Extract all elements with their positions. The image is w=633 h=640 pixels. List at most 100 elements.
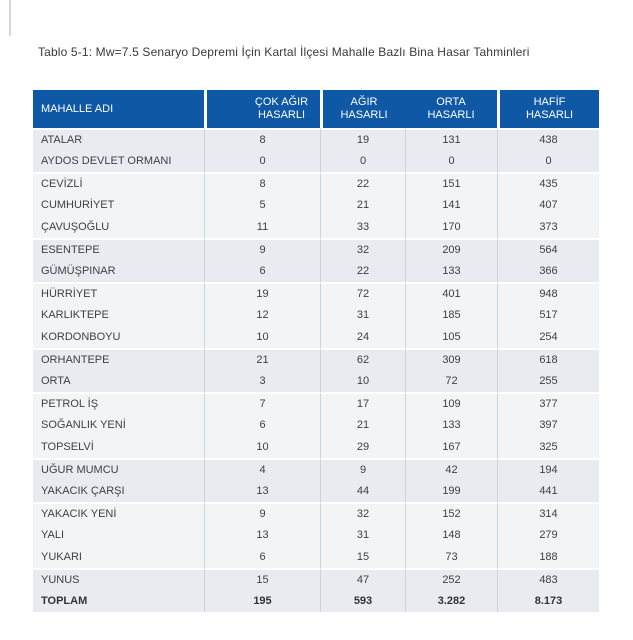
mahalle-name-cell: HÜRRİYET: [33, 282, 204, 304]
cok-agir-value-cell: 3: [204, 370, 320, 392]
orta-value-cell: 209: [405, 238, 497, 260]
column-header-hafif-hasarli: HAFİF HASARLI: [497, 90, 599, 128]
orta-value-cell: 73: [405, 546, 497, 568]
hafif-value-cell: 407: [497, 194, 599, 216]
orta-value-cell: 309: [405, 348, 497, 370]
cok-agir-value-cell: 8: [204, 128, 320, 150]
hafif-value-cell: 441: [497, 480, 599, 502]
mahalle-name-cell: ESENTEPE: [33, 238, 204, 260]
hafif-value-cell: 279: [497, 524, 599, 546]
cok-agir-value-cell: 21: [204, 348, 320, 370]
orta-value-cell: 199: [405, 480, 497, 502]
cok-agir-value-cell: 13: [204, 524, 320, 546]
agir-value-cell: 17: [320, 392, 405, 414]
column-header-orta-hasarli: ORTA HASARLI: [405, 90, 497, 128]
agir-value-cell: 10: [320, 370, 405, 392]
hafif-value-cell: 325: [497, 436, 599, 458]
mahalle-name-cell: KORDONBOYU: [33, 326, 204, 348]
mahalle-name-cell: ÇAVUŞOĞLU: [33, 216, 204, 238]
mahalle-name-cell: YUNUS: [33, 568, 204, 590]
hafif-value-cell: 255: [497, 370, 599, 392]
hafif-value-cell: 438: [497, 128, 599, 150]
mahalle-name-cell: ORTA: [33, 370, 204, 392]
cok-agir-value-cell: 13: [204, 480, 320, 502]
column-header-mahalle-adi: MAHALLE ADI: [33, 90, 204, 128]
hafif-value-cell: 373: [497, 216, 599, 238]
cok-agir-value-cell: 11: [204, 216, 320, 238]
orta-value-cell: 131: [405, 128, 497, 150]
orta-value-cell: 151: [405, 172, 497, 194]
cok-agir-value-cell: 10: [204, 326, 320, 348]
orta-value-cell: 252: [405, 568, 497, 590]
cok-agir-value-cell: 10: [204, 436, 320, 458]
agir-value-cell: 15: [320, 546, 405, 568]
orta-value-cell: 105: [405, 326, 497, 348]
mahalle-name-cell: KARLIKTEPE: [33, 304, 204, 326]
orta-value-cell: 167: [405, 436, 497, 458]
cok-agir-value-cell: 19: [204, 282, 320, 304]
hafif-value-cell: 188: [497, 546, 599, 568]
page-edge-artifact: [9, 0, 11, 36]
agir-value-cell: 21: [320, 194, 405, 216]
agir-value-cell: 47: [320, 568, 405, 590]
mahalle-name-cell: PETROL İŞ: [33, 392, 204, 414]
mahalle-name-cell: GÜMÜŞPINAR: [33, 260, 204, 282]
hafif-value-cell: 314: [497, 502, 599, 524]
agir-value-cell: 32: [320, 502, 405, 524]
agir-value-cell: 9: [320, 458, 405, 480]
hafif-value-cell: 435: [497, 172, 599, 194]
mahalle-name-cell: YAKACIK YENİ: [33, 502, 204, 524]
mahalle-name-cell: CEVİZLİ: [33, 172, 204, 194]
orta-value-cell: 141: [405, 194, 497, 216]
orta-value-cell: 170: [405, 216, 497, 238]
mahalle-name-cell: UĞUR MUMCU: [33, 458, 204, 480]
agir-value-cell: 19: [320, 128, 405, 150]
header-line: HASARLI: [257, 109, 306, 121]
cok-agir-value-cell: 15: [204, 568, 320, 590]
cok-agir-value-cell: 12: [204, 304, 320, 326]
agir-value-cell: 29: [320, 436, 405, 458]
hafif-value-cell: 618: [497, 348, 599, 370]
agir-value-cell: 33: [320, 216, 405, 238]
hafif-value-cell: 517: [497, 304, 599, 326]
orta-value-cell: 148: [405, 524, 497, 546]
mahalle-name-cell: ORHANTEPE: [33, 348, 204, 370]
orta-value-cell: 109: [405, 392, 497, 414]
agir-value-cell: 72: [320, 282, 405, 304]
orta-value-cell: 3.282: [405, 590, 497, 612]
mahalle-name-cell: ATALAR: [33, 128, 204, 150]
column-header-agir-hasarli: AĞIR HASARLI: [320, 90, 405, 128]
orta-value-cell: 0: [405, 150, 497, 172]
hafif-value-cell: 377: [497, 392, 599, 414]
mahalle-name-cell: TOPSELVİ: [33, 436, 204, 458]
cok-agir-value-cell: 6: [204, 546, 320, 568]
cok-agir-value-cell: 6: [204, 260, 320, 282]
hafif-value-cell: 397: [497, 414, 599, 436]
agir-value-cell: 0: [320, 150, 405, 172]
hafif-value-cell: 254: [497, 326, 599, 348]
agir-value-cell: 21: [320, 414, 405, 436]
orta-value-cell: 133: [405, 414, 497, 436]
agir-value-cell: 31: [320, 304, 405, 326]
cok-agir-value-cell: 195: [204, 590, 320, 612]
mahalle-name-cell: AYDOS DEVLET ORMANI: [33, 150, 204, 172]
hafif-value-cell: 0: [497, 150, 599, 172]
mahalle-name-cell: TOPLAM: [33, 590, 204, 612]
hafif-value-cell: 194: [497, 458, 599, 480]
cok-agir-value-cell: 0: [204, 150, 320, 172]
damage-table: MAHALLE ADI ÇOK AĞIR HASARLI AĞIR HASARL…: [33, 90, 599, 612]
header-line: ÇOK AĞIR: [254, 96, 309, 108]
mahalle-name-cell: YALI: [33, 524, 204, 546]
hafif-value-cell: 483: [497, 568, 599, 590]
agir-value-cell: 31: [320, 524, 405, 546]
header-line: HASARLI: [340, 109, 388, 121]
mahalle-name-cell: YAKACIK ÇARŞI: [33, 480, 204, 502]
hafif-value-cell: 8.173: [497, 590, 599, 612]
orta-value-cell: 401: [405, 282, 497, 304]
cok-agir-value-cell: 9: [204, 502, 320, 524]
agir-value-cell: 22: [320, 260, 405, 282]
column-header-cok-agir-hasarli: ÇOK AĞIR HASARLI: [204, 90, 320, 128]
cok-agir-value-cell: 5: [204, 194, 320, 216]
header-line: HAFİF: [533, 96, 566, 108]
